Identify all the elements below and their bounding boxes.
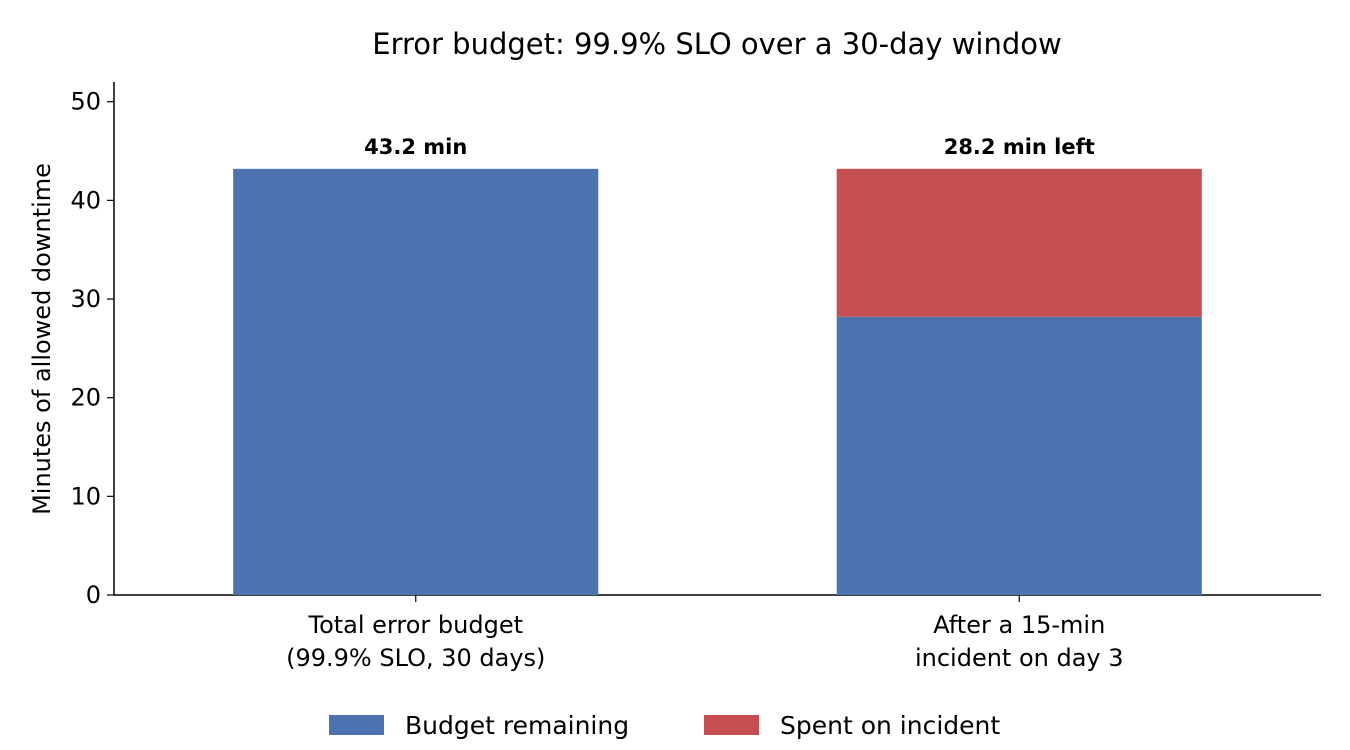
legend-label: Spent on incident bbox=[780, 711, 1000, 740]
bar-budget-remaining bbox=[233, 168, 599, 596]
legend-item: Spent on incident bbox=[704, 711, 1000, 740]
y-tick-label: 0 bbox=[86, 581, 101, 609]
legend-swatch bbox=[704, 715, 759, 735]
bar-spent-on-incident bbox=[836, 168, 1202, 317]
legend-swatch bbox=[329, 715, 384, 735]
bar-budget-remaining bbox=[836, 316, 1202, 595]
legend-item: Budget remaining bbox=[329, 711, 629, 740]
legend-label: Budget remaining bbox=[405, 711, 629, 740]
bar-data-label: 28.2 min left bbox=[944, 135, 1095, 159]
legend: Budget remaining Spent on incident bbox=[329, 711, 1000, 740]
chart-title: Error budget: 99.9% SLO over a 30-day wi… bbox=[372, 27, 1061, 61]
y-tick-label: 10 bbox=[70, 482, 101, 510]
bar-data-label: 43.2 min bbox=[364, 135, 467, 159]
y-axis-label: Minutes of allowed downtime bbox=[28, 163, 56, 515]
x-category-label: Total error budget bbox=[308, 611, 524, 639]
y-tick-label: 40 bbox=[70, 186, 101, 214]
x-category-label: After a 15-min bbox=[933, 611, 1105, 639]
y-tick-label: 50 bbox=[70, 88, 101, 116]
x-category-label: incident on day 3 bbox=[915, 644, 1124, 672]
x-category-label: (99.9% SLO, 30 days) bbox=[286, 644, 545, 672]
plot-area: 0 10 20 30 40 50 43.2 min Total error budget (99… bbox=[70, 82, 1321, 672]
y-tick-label: 20 bbox=[70, 384, 101, 412]
y-tick-label: 30 bbox=[70, 285, 101, 313]
